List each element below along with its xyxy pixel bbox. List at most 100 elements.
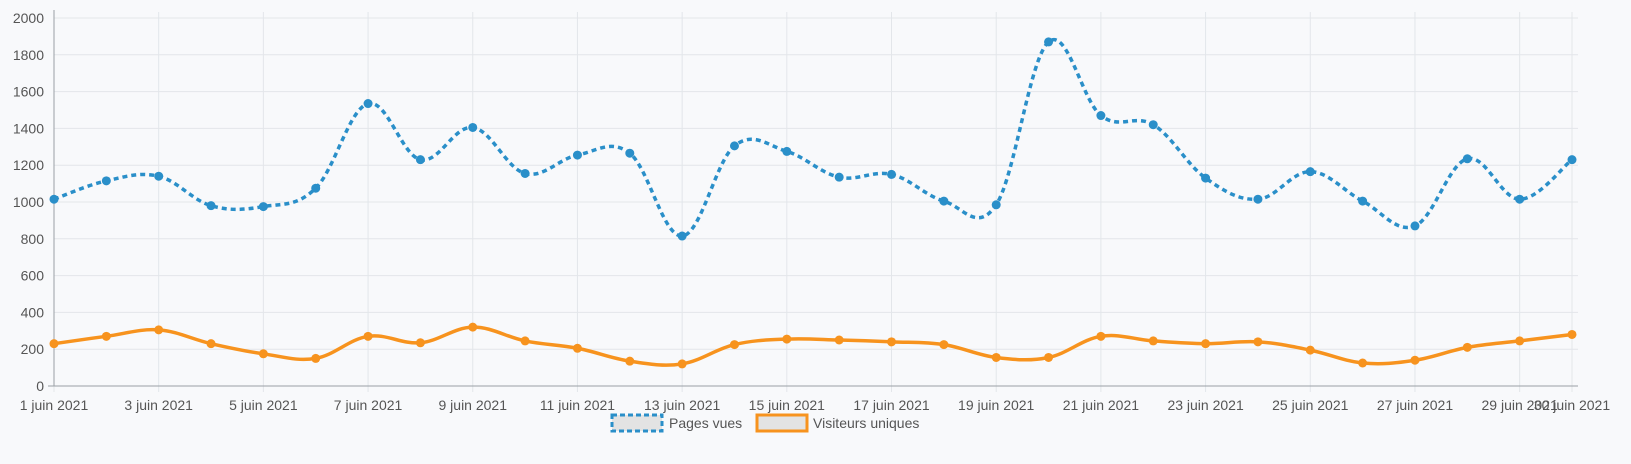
data-point[interactable]: [834, 172, 844, 182]
x-tick-label: 11 juin 2021: [540, 397, 615, 413]
data-point[interactable]: [258, 202, 268, 212]
data-point[interactable]: [468, 322, 478, 332]
series-layer: [49, 37, 1577, 369]
x-tick-label: 15 juin 2021: [749, 397, 826, 413]
data-point[interactable]: [1148, 336, 1158, 346]
data-point[interactable]: [572, 343, 582, 353]
legend[interactable]: Pages vues Visiteurs uniques: [610, 413, 919, 433]
data-point[interactable]: [1567, 155, 1577, 165]
data-point[interactable]: [729, 141, 739, 151]
data-point[interactable]: [782, 146, 792, 156]
data-point[interactable]: [1462, 154, 1472, 164]
x-tick-label: 13 juin 2021: [644, 397, 721, 413]
data-point[interactable]: [1410, 221, 1420, 231]
x-tick-label: 5 juin 2021: [229, 397, 298, 413]
data-point[interactable]: [782, 334, 792, 344]
data-point[interactable]: [311, 353, 321, 363]
legend-item-visiteurs-uniques[interactable]: Visiteurs uniques: [755, 413, 919, 433]
y-tick-label: 1600: [13, 84, 44, 100]
y-tick-label: 400: [21, 304, 45, 320]
legend-swatch: [755, 413, 809, 433]
grid: [53, 12, 1578, 392]
data-point[interactable]: [363, 99, 373, 109]
y-tick-label: 0: [36, 378, 44, 394]
data-point[interactable]: [1567, 329, 1577, 339]
x-tick-label: 1 juin 2021: [20, 397, 89, 413]
data-point[interactable]: [991, 200, 1001, 210]
data-point[interactable]: [520, 168, 530, 178]
y-tick-label: 1200: [13, 157, 44, 173]
y-tick-label: 1400: [13, 120, 44, 136]
data-point[interactable]: [1358, 196, 1368, 206]
data-point[interactable]: [729, 340, 739, 350]
legend-swatch: [610, 413, 664, 433]
data-point[interactable]: [991, 352, 1001, 362]
y-tick-label: 800: [21, 231, 45, 247]
x-tick-label: 3 juin 2021: [124, 397, 193, 413]
data-point[interactable]: [1253, 194, 1263, 204]
data-point[interactable]: [1515, 336, 1525, 346]
data-point[interactable]: [572, 150, 582, 160]
data-point[interactable]: [1201, 173, 1211, 183]
data-point[interactable]: [49, 194, 59, 204]
legend-label: Pages vues: [669, 415, 742, 431]
data-point[interactable]: [1410, 355, 1420, 365]
data-point[interactable]: [677, 359, 687, 369]
data-point[interactable]: [1253, 337, 1263, 347]
x-tick-label: 30 juin 2021: [1534, 397, 1611, 413]
data-point[interactable]: [939, 340, 949, 350]
y-tick-label: 200: [21, 341, 45, 357]
data-point[interactable]: [101, 331, 111, 341]
legend-label: Visiteurs uniques: [813, 415, 919, 431]
x-tick-labels: 1 juin 2021 3 juin 2021 5 juin 2021 7 juin …: [20, 397, 1611, 413]
data-point[interactable]: [154, 325, 164, 335]
y-tick-label: 1000: [13, 194, 44, 210]
series-pages-vues: [49, 37, 1577, 241]
data-point[interactable]: [1358, 358, 1368, 368]
data-point[interactable]: [887, 169, 897, 179]
x-tick-label: 9 juin 2021: [439, 397, 508, 413]
x-tick-label: 17 juin 2021: [853, 397, 930, 413]
legend-item-pages-vues[interactable]: Pages vues: [610, 413, 742, 433]
data-point[interactable]: [834, 335, 844, 345]
data-point[interactable]: [1096, 111, 1106, 121]
x-tick-label: 23 juin 2021: [1167, 397, 1244, 413]
data-point[interactable]: [101, 176, 111, 186]
data-point[interactable]: [1096, 331, 1106, 341]
data-point[interactable]: [1044, 37, 1054, 47]
data-point[interactable]: [1305, 345, 1315, 355]
data-point[interactable]: [206, 339, 216, 349]
data-point[interactable]: [1044, 352, 1054, 362]
data-point[interactable]: [1462, 342, 1472, 352]
y-tick-label: 600: [21, 268, 45, 284]
data-point[interactable]: [206, 201, 216, 211]
y-tick-labels: 0 200 400 600 800 1000 1200 1400 1600 1800 2000: [13, 10, 44, 394]
data-point[interactable]: [1148, 120, 1158, 130]
data-point[interactable]: [625, 148, 635, 158]
data-point[interactable]: [468, 122, 478, 132]
data-point[interactable]: [363, 331, 373, 341]
data-point[interactable]: [625, 356, 635, 366]
series-line: [53, 37, 1574, 238]
data-point[interactable]: [258, 349, 268, 359]
data-point[interactable]: [677, 231, 687, 241]
data-point[interactable]: [1201, 339, 1211, 349]
data-point[interactable]: [311, 183, 321, 193]
data-point[interactable]: [49, 339, 59, 349]
x-tick-label: 19 juin 2021: [958, 397, 1035, 413]
series-line: [53, 325, 1573, 367]
x-tick-label: 29 juin 2021: [1482, 397, 1559, 413]
y-tick-label: 1800: [13, 47, 44, 63]
data-point[interactable]: [520, 336, 530, 346]
data-point[interactable]: [415, 338, 425, 348]
data-point[interactable]: [415, 155, 425, 165]
data-point[interactable]: [1515, 194, 1525, 204]
data-point[interactable]: [154, 171, 164, 181]
data-point[interactable]: [1305, 167, 1315, 177]
data-point[interactable]: [939, 196, 949, 206]
data-point[interactable]: [887, 337, 897, 347]
x-tick-label: 7 juin 2021: [334, 397, 403, 413]
series-visiteurs-uniques: [49, 322, 1577, 369]
axes: [48, 10, 1578, 387]
